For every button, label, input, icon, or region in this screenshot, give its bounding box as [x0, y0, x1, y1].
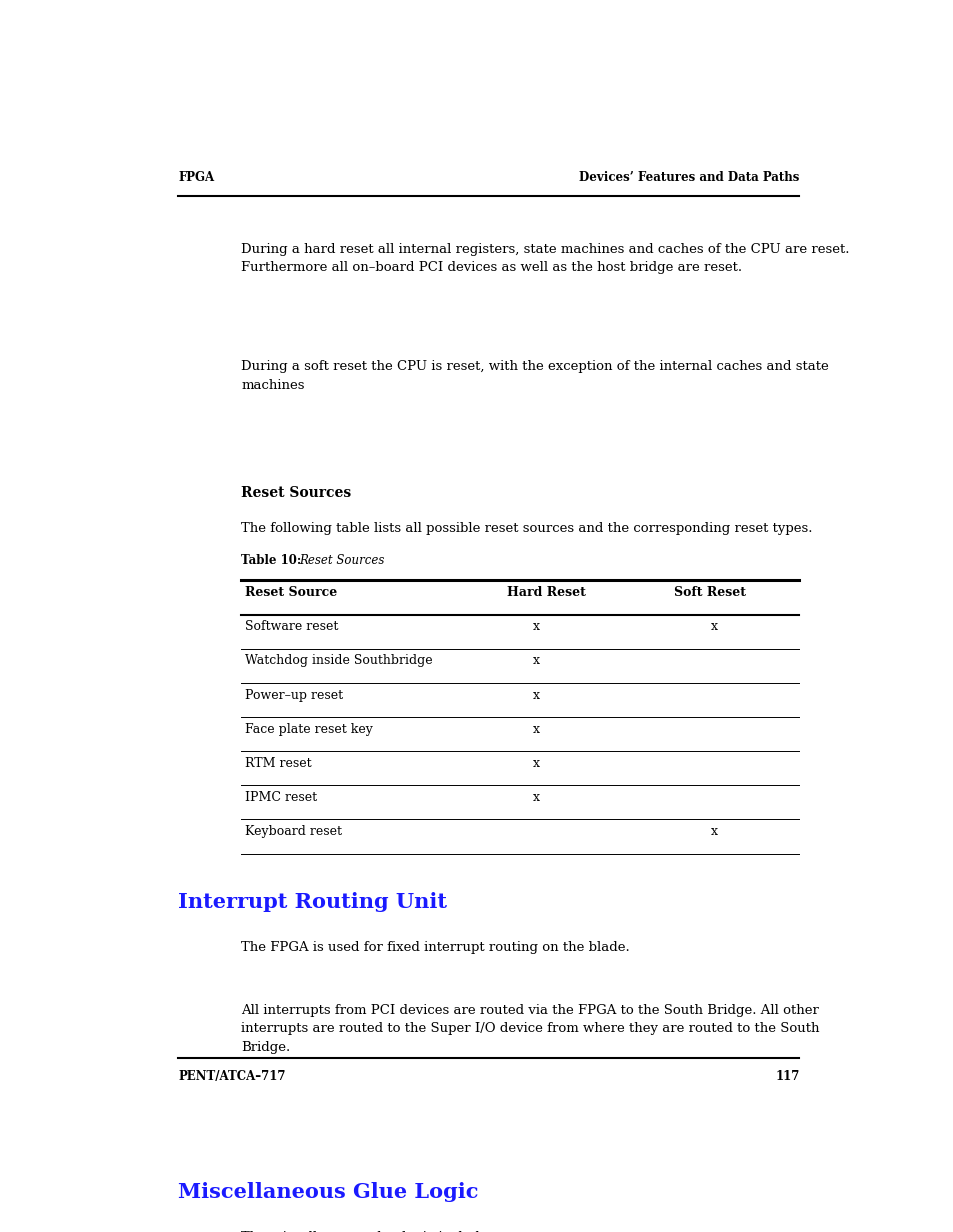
Text: Keyboard reset: Keyboard reset — [245, 825, 341, 838]
Text: x: x — [710, 620, 717, 633]
Text: Reset Source: Reset Source — [245, 586, 336, 599]
Text: x: x — [533, 723, 539, 736]
Text: FPGA: FPGA — [178, 171, 214, 184]
Text: x: x — [710, 825, 717, 838]
Text: PENT/ATCA–717: PENT/ATCA–717 — [178, 1069, 286, 1083]
Text: The FPGA is used for fixed interrupt routing on the blade.: The FPGA is used for fixed interrupt rou… — [241, 941, 629, 954]
Text: During a soft reset the CPU is reset, with the exception of the internal caches : During a soft reset the CPU is reset, wi… — [241, 360, 828, 392]
Text: Reset Sources: Reset Sources — [298, 554, 384, 567]
Text: RTM reset: RTM reset — [245, 756, 312, 770]
Text: x: x — [533, 689, 539, 701]
Text: Software reset: Software reset — [245, 620, 338, 633]
Text: Power–up reset: Power–up reset — [245, 689, 343, 701]
Text: 117: 117 — [774, 1069, 799, 1083]
Text: x: x — [533, 791, 539, 804]
Text: Devices’ Features and Data Paths: Devices’ Features and Data Paths — [578, 171, 799, 184]
Text: Table 10:: Table 10: — [241, 554, 305, 567]
Text: Soft Reset: Soft Reset — [673, 586, 745, 599]
Text: Face plate reset key: Face plate reset key — [245, 723, 373, 736]
Text: Interrupt Routing Unit: Interrupt Routing Unit — [178, 892, 447, 912]
Text: x: x — [533, 654, 539, 668]
Text: Reset Sources: Reset Sources — [241, 485, 351, 499]
Text: During a hard reset all internal registers, state machines and caches of the CPU: During a hard reset all internal registe… — [241, 243, 849, 275]
Text: x: x — [533, 756, 539, 770]
Text: Watchdog inside Southbridge: Watchdog inside Southbridge — [245, 654, 432, 668]
Text: x: x — [533, 620, 539, 633]
Text: The following table lists all possible reset sources and the corresponding reset: The following table lists all possible r… — [241, 521, 812, 535]
Text: Hard Reset: Hard Reset — [507, 586, 586, 599]
Text: All interrupts from PCI devices are routed via the FPGA to the South Bridge. All: All interrupts from PCI devices are rout… — [241, 1004, 819, 1053]
Text: IPMC reset: IPMC reset — [245, 791, 316, 804]
Text: Miscellaneous Glue Logic: Miscellaneous Glue Logic — [178, 1181, 478, 1202]
